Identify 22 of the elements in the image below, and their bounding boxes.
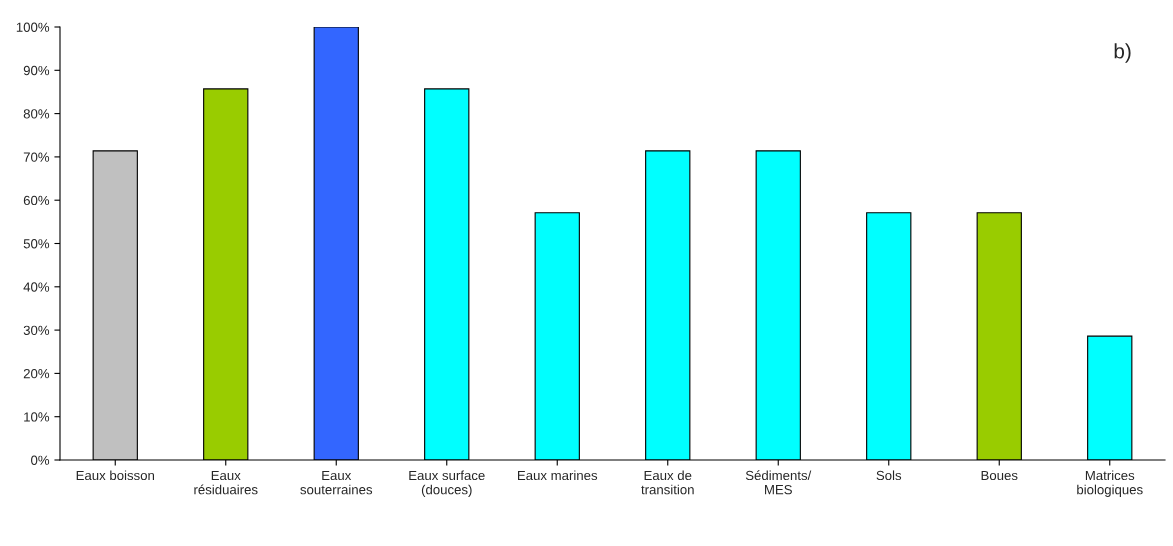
y-tick-label: 30% xyxy=(23,325,50,336)
y-tick-label: 70% xyxy=(23,152,50,162)
y-tick-label: 90% xyxy=(23,65,50,76)
x-tick-label: Eaux souterraines xyxy=(300,470,373,495)
x-tick-label: Eaux boisson xyxy=(76,470,154,481)
y-tick-label: 0% xyxy=(31,455,50,465)
x-tick-label: Eaux résiduaires xyxy=(194,470,258,495)
y-tick-label: 50% xyxy=(23,239,50,249)
x-tick-label: Eaux marines xyxy=(518,470,598,481)
annotation: b) xyxy=(1114,43,1131,63)
y-tick-label: 60% xyxy=(23,195,50,206)
x-tick-label: Sols xyxy=(876,470,902,481)
y-tick-label: 40% xyxy=(23,282,50,292)
x-tick-label: Sédiments/ MES xyxy=(745,470,812,495)
y-tick-label: 10% xyxy=(24,412,50,422)
x-tick-label: Boues xyxy=(981,470,1018,481)
x-tick-label: Matrices biologiques xyxy=(1077,470,1143,497)
y-tick-label: 100% xyxy=(16,22,50,32)
x-tick-label: Eaux surface (douces) xyxy=(409,470,485,497)
x-tick-label: Eaux de transition xyxy=(641,470,694,495)
y-tick-label: 20% xyxy=(23,368,50,379)
y-tick-label: 80% xyxy=(23,109,50,119)
